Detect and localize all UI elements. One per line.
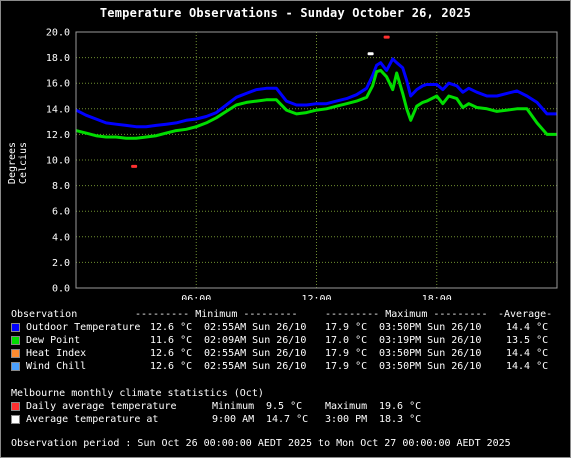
observation-period: Observation period : Sun Oct 26 00:00:00…: [11, 438, 511, 449]
legend-row: Outdoor Temperature 12.6 °C 02:55AM Sun 26…: [0, 321, 571, 334]
climate-row: Daily average temperature Minimum 9.5 °C Ma…: [0, 400, 571, 413]
y-tick-label: 6.0: [52, 207, 70, 218]
legend-min: 12.6 °C: [150, 348, 193, 359]
plot-border: [75, 31, 558, 289]
climate-col3: 3:00 PM: [325, 414, 368, 425]
climate-swatch: [11, 415, 20, 424]
climate-col2: 14.7 °C: [266, 414, 309, 425]
y-tick-label: 10.0: [46, 156, 70, 167]
legend-max: 17.9 °C: [325, 348, 368, 359]
climate-col4: 18.3 °C: [379, 414, 422, 425]
legend-label: Wind Chill: [26, 361, 87, 372]
climate-col3: Maximum: [325, 401, 368, 412]
legend-header: Observation --------- Minimum --------- …: [0, 308, 571, 321]
y-tick-label: 14.0: [46, 104, 70, 115]
legend-max-time: 03:19PM Sun 26/10: [379, 335, 482, 346]
legend-min-time: 02:09AM Sun 26/10: [204, 335, 307, 346]
legend-min: 11.6 °C: [150, 335, 193, 346]
x-tick-label: 18:00: [422, 294, 452, 300]
y-tick-label: 4.0: [52, 232, 70, 243]
climate-heading: Melbourne monthly climate statistics (Oc…: [11, 388, 264, 399]
x-tick-label: 12:00: [301, 294, 331, 300]
y-tick-label: 18.0: [46, 53, 70, 64]
climate-col1: 9:00 AM: [212, 414, 255, 425]
x-axis-ticks: 06:00 12:00 18:00: [181, 294, 452, 300]
legend-min: 12.6 °C: [150, 361, 193, 372]
legend-label: Dew Point: [26, 335, 81, 346]
y-tick-label: 8.0: [52, 181, 70, 192]
legend-avg: 14.4 °C: [506, 322, 549, 333]
series-lines: [75, 57, 557, 140]
climate-swatch: [11, 402, 20, 411]
climate-heading-row: Melbourne monthly climate statistics (Oc…: [0, 387, 571, 400]
temperature-chart: 0.02.04.06.08.010.012.014.016.018.020.0 …: [46, 28, 558, 300]
y-tick-label: 20.0: [46, 28, 70, 39]
legend-swatch: [11, 323, 20, 332]
series-line-outdoor-temperature: [75, 57, 557, 129]
grid: [76, 32, 557, 288]
climate-label: Average temperature at: [26, 414, 159, 425]
legend-min-time: 02:55AM Sun 26/10: [204, 348, 307, 359]
y-tick-label: 2.0: [52, 258, 70, 269]
climate-markers: [131, 35, 390, 168]
climate-marker: [131, 164, 138, 168]
legend-avg: 14.4 °C: [506, 348, 549, 359]
period-row: Observation period : Sun Oct 26 00:00:00…: [0, 437, 571, 450]
y-tick-label: 12.0: [46, 130, 70, 141]
legend-max: 17.9 °C: [325, 361, 368, 372]
x-tick-label: 06:00: [181, 294, 211, 300]
climate-marker: [383, 35, 390, 39]
legend-swatch: [11, 336, 20, 345]
legend-header-maximum: --------- Maximum ---------: [325, 309, 488, 320]
y-axis-ticks: 0.0 2.0 4.0 6.0 8.0 10.0 12.0 14.0 16.0 18.0 20.0: [46, 28, 70, 295]
legend-max-time: 03:50PM Sun 26/10: [379, 348, 482, 359]
climate-marker: [367, 52, 374, 56]
legend-max-time: 03:50PM Sun 26/10: [379, 361, 482, 372]
climate-col2: 9.5 °C: [266, 401, 303, 412]
legend-row: Wind Chill 12.6 °C 02:55AM Sun 26/10 17.9 °…: [0, 360, 571, 373]
climate-row: Average temperature at 9:00 AM 14.7 °C 3:00…: [0, 413, 571, 426]
legend-swatch: [11, 349, 20, 358]
climate-label: Daily average temperature: [26, 401, 177, 412]
chart-title: Temperature Observations - Sunday Octobe…: [99, 6, 472, 20]
legend-label: Outdoor Temperature: [26, 322, 141, 333]
legend-avg: 14.4 °C: [506, 361, 549, 372]
legend-avg: 13.5 °C: [506, 335, 549, 346]
legend-header-average: -Average-: [498, 309, 553, 320]
legend-min-time: 02:55AM Sun 26/10: [204, 322, 307, 333]
legend-swatch: [11, 362, 20, 371]
legend-label: Heat Index: [26, 348, 87, 359]
legend-max: 17.0 °C: [325, 335, 368, 346]
legend-header-observation: Observation: [11, 309, 78, 320]
climate-col1: Minimum: [212, 401, 255, 412]
legend-row: Heat Index 12.6 °C 02:55AM Sun 26/10 17.9 °…: [0, 347, 571, 360]
y-tick-label: 16.0: [46, 79, 70, 90]
climate-col4: 19.6 °C: [379, 401, 422, 412]
legend-header-minimum: --------- Minimum ---------: [135, 309, 298, 320]
legend-max-time: 03:50PM Sun 26/10: [379, 322, 482, 333]
legend-max: 17.9 °C: [325, 322, 368, 333]
legend-min: 12.6 °C: [150, 322, 193, 333]
legend-min-time: 02:55AM Sun 26/10: [204, 361, 307, 372]
legend-row: Dew Point 11.6 °C 02:09AM Sun 26/10 17.0 °C…: [0, 334, 571, 347]
y-tick-label: 0.0: [52, 284, 70, 295]
series-line-dew-point: [75, 68, 557, 140]
